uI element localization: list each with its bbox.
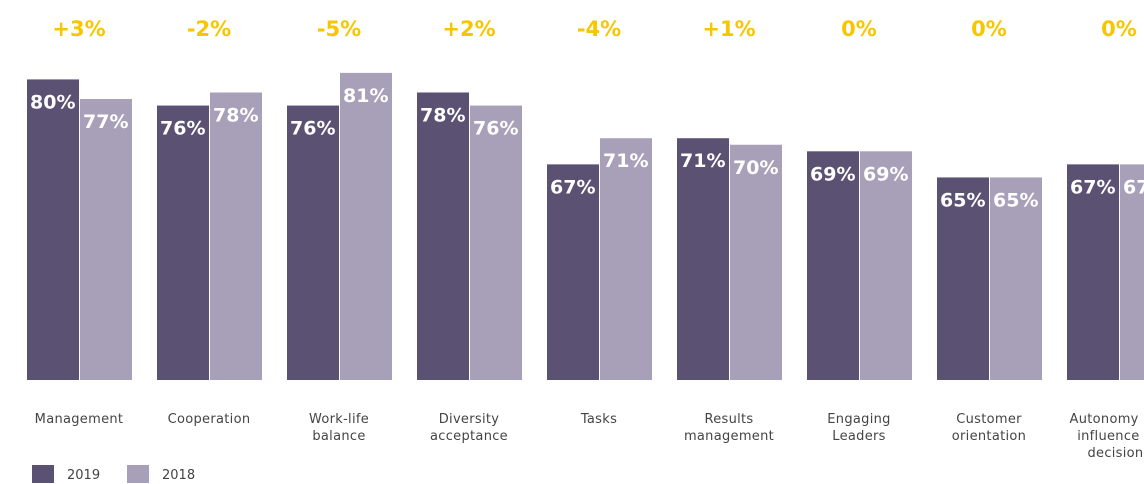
bar <box>340 72 392 381</box>
category-label: Customer orientation <box>951 412 1027 444</box>
bar <box>287 105 339 380</box>
bar <box>937 177 989 380</box>
category-label: Diversity acceptance <box>430 412 508 444</box>
value-label: 77% <box>83 111 128 133</box>
value-label: 65% <box>940 189 985 211</box>
category-label: Work-life balance <box>308 412 370 444</box>
change-label: -4% <box>577 17 621 41</box>
value-label: 69% <box>810 163 855 185</box>
value-label: 81% <box>343 85 388 107</box>
change-label: +1% <box>702 17 755 41</box>
legend-label: 2019 <box>67 468 100 483</box>
bar <box>1120 164 1144 380</box>
legend-swatch <box>32 465 54 483</box>
value-label: 76% <box>160 118 205 140</box>
bar <box>600 138 652 380</box>
bar <box>210 92 262 380</box>
value-label: 78% <box>213 104 258 126</box>
bar <box>470 105 522 380</box>
value-label: 76% <box>473 118 518 140</box>
change-label: -5% <box>317 17 361 41</box>
value-label: 78% <box>420 104 465 126</box>
change-label: 0% <box>971 17 1007 41</box>
value-label: 71% <box>603 150 648 172</box>
category-label: Tasks <box>580 412 618 427</box>
bar <box>677 138 729 380</box>
category-label: Engaging Leaders <box>827 412 891 444</box>
bar <box>1067 164 1119 380</box>
bar <box>417 92 469 380</box>
bar <box>547 164 599 380</box>
value-label: 67% <box>1123 176 1144 198</box>
value-label: 65% <box>993 189 1038 211</box>
value-label: 76% <box>290 118 335 140</box>
value-label: 69% <box>863 163 908 185</box>
bar <box>730 144 782 380</box>
value-label: 70% <box>733 157 778 179</box>
bar <box>27 79 79 381</box>
bar <box>80 99 132 380</box>
value-label: 67% <box>550 176 595 198</box>
bar <box>807 151 859 380</box>
value-label: 67% <box>1070 176 1115 198</box>
bar <box>990 177 1042 380</box>
value-label: 80% <box>30 91 75 113</box>
category-label: Results management <box>683 412 775 444</box>
legend-label: 2018 <box>162 468 195 483</box>
change-label: +2% <box>442 17 495 41</box>
change-label: 0% <box>1101 17 1137 41</box>
category-label: Cooperation <box>167 412 251 427</box>
change-label: -2% <box>187 17 231 41</box>
change-label: 0% <box>841 17 877 41</box>
legend-swatch <box>127 465 149 483</box>
category-label: Autonomy and influence on decisions <box>1069 412 1144 461</box>
bar <box>860 151 912 380</box>
change-label: +3% <box>52 17 105 41</box>
bar <box>157 105 209 380</box>
category-label: Management <box>34 412 124 427</box>
value-label: 71% <box>680 150 725 172</box>
